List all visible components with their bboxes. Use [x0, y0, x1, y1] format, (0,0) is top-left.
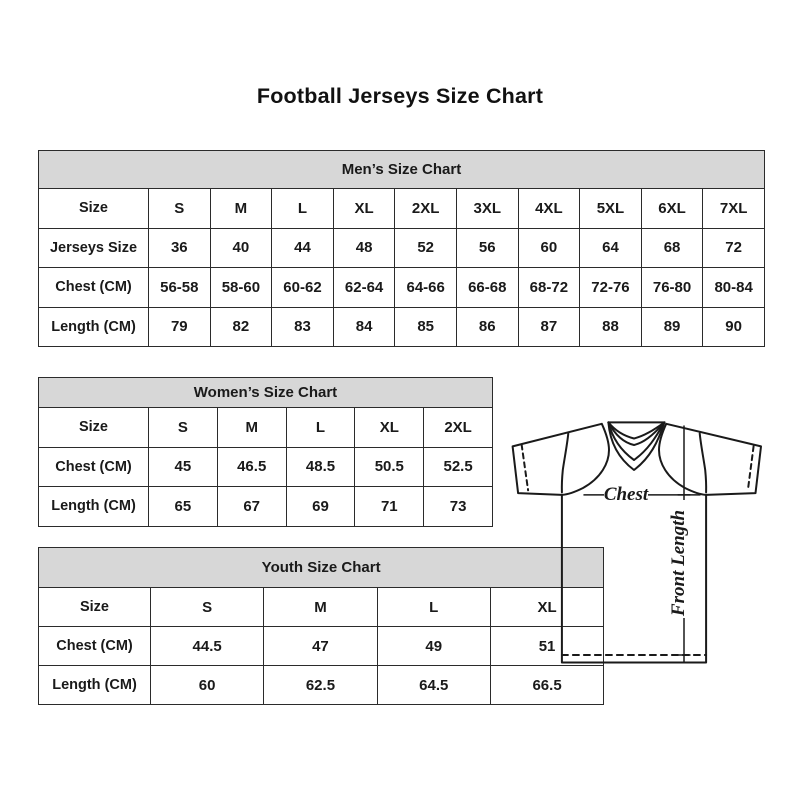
svg-text:Front Length: Front Length	[668, 510, 689, 617]
svg-text:Chest: Chest	[604, 484, 649, 505]
